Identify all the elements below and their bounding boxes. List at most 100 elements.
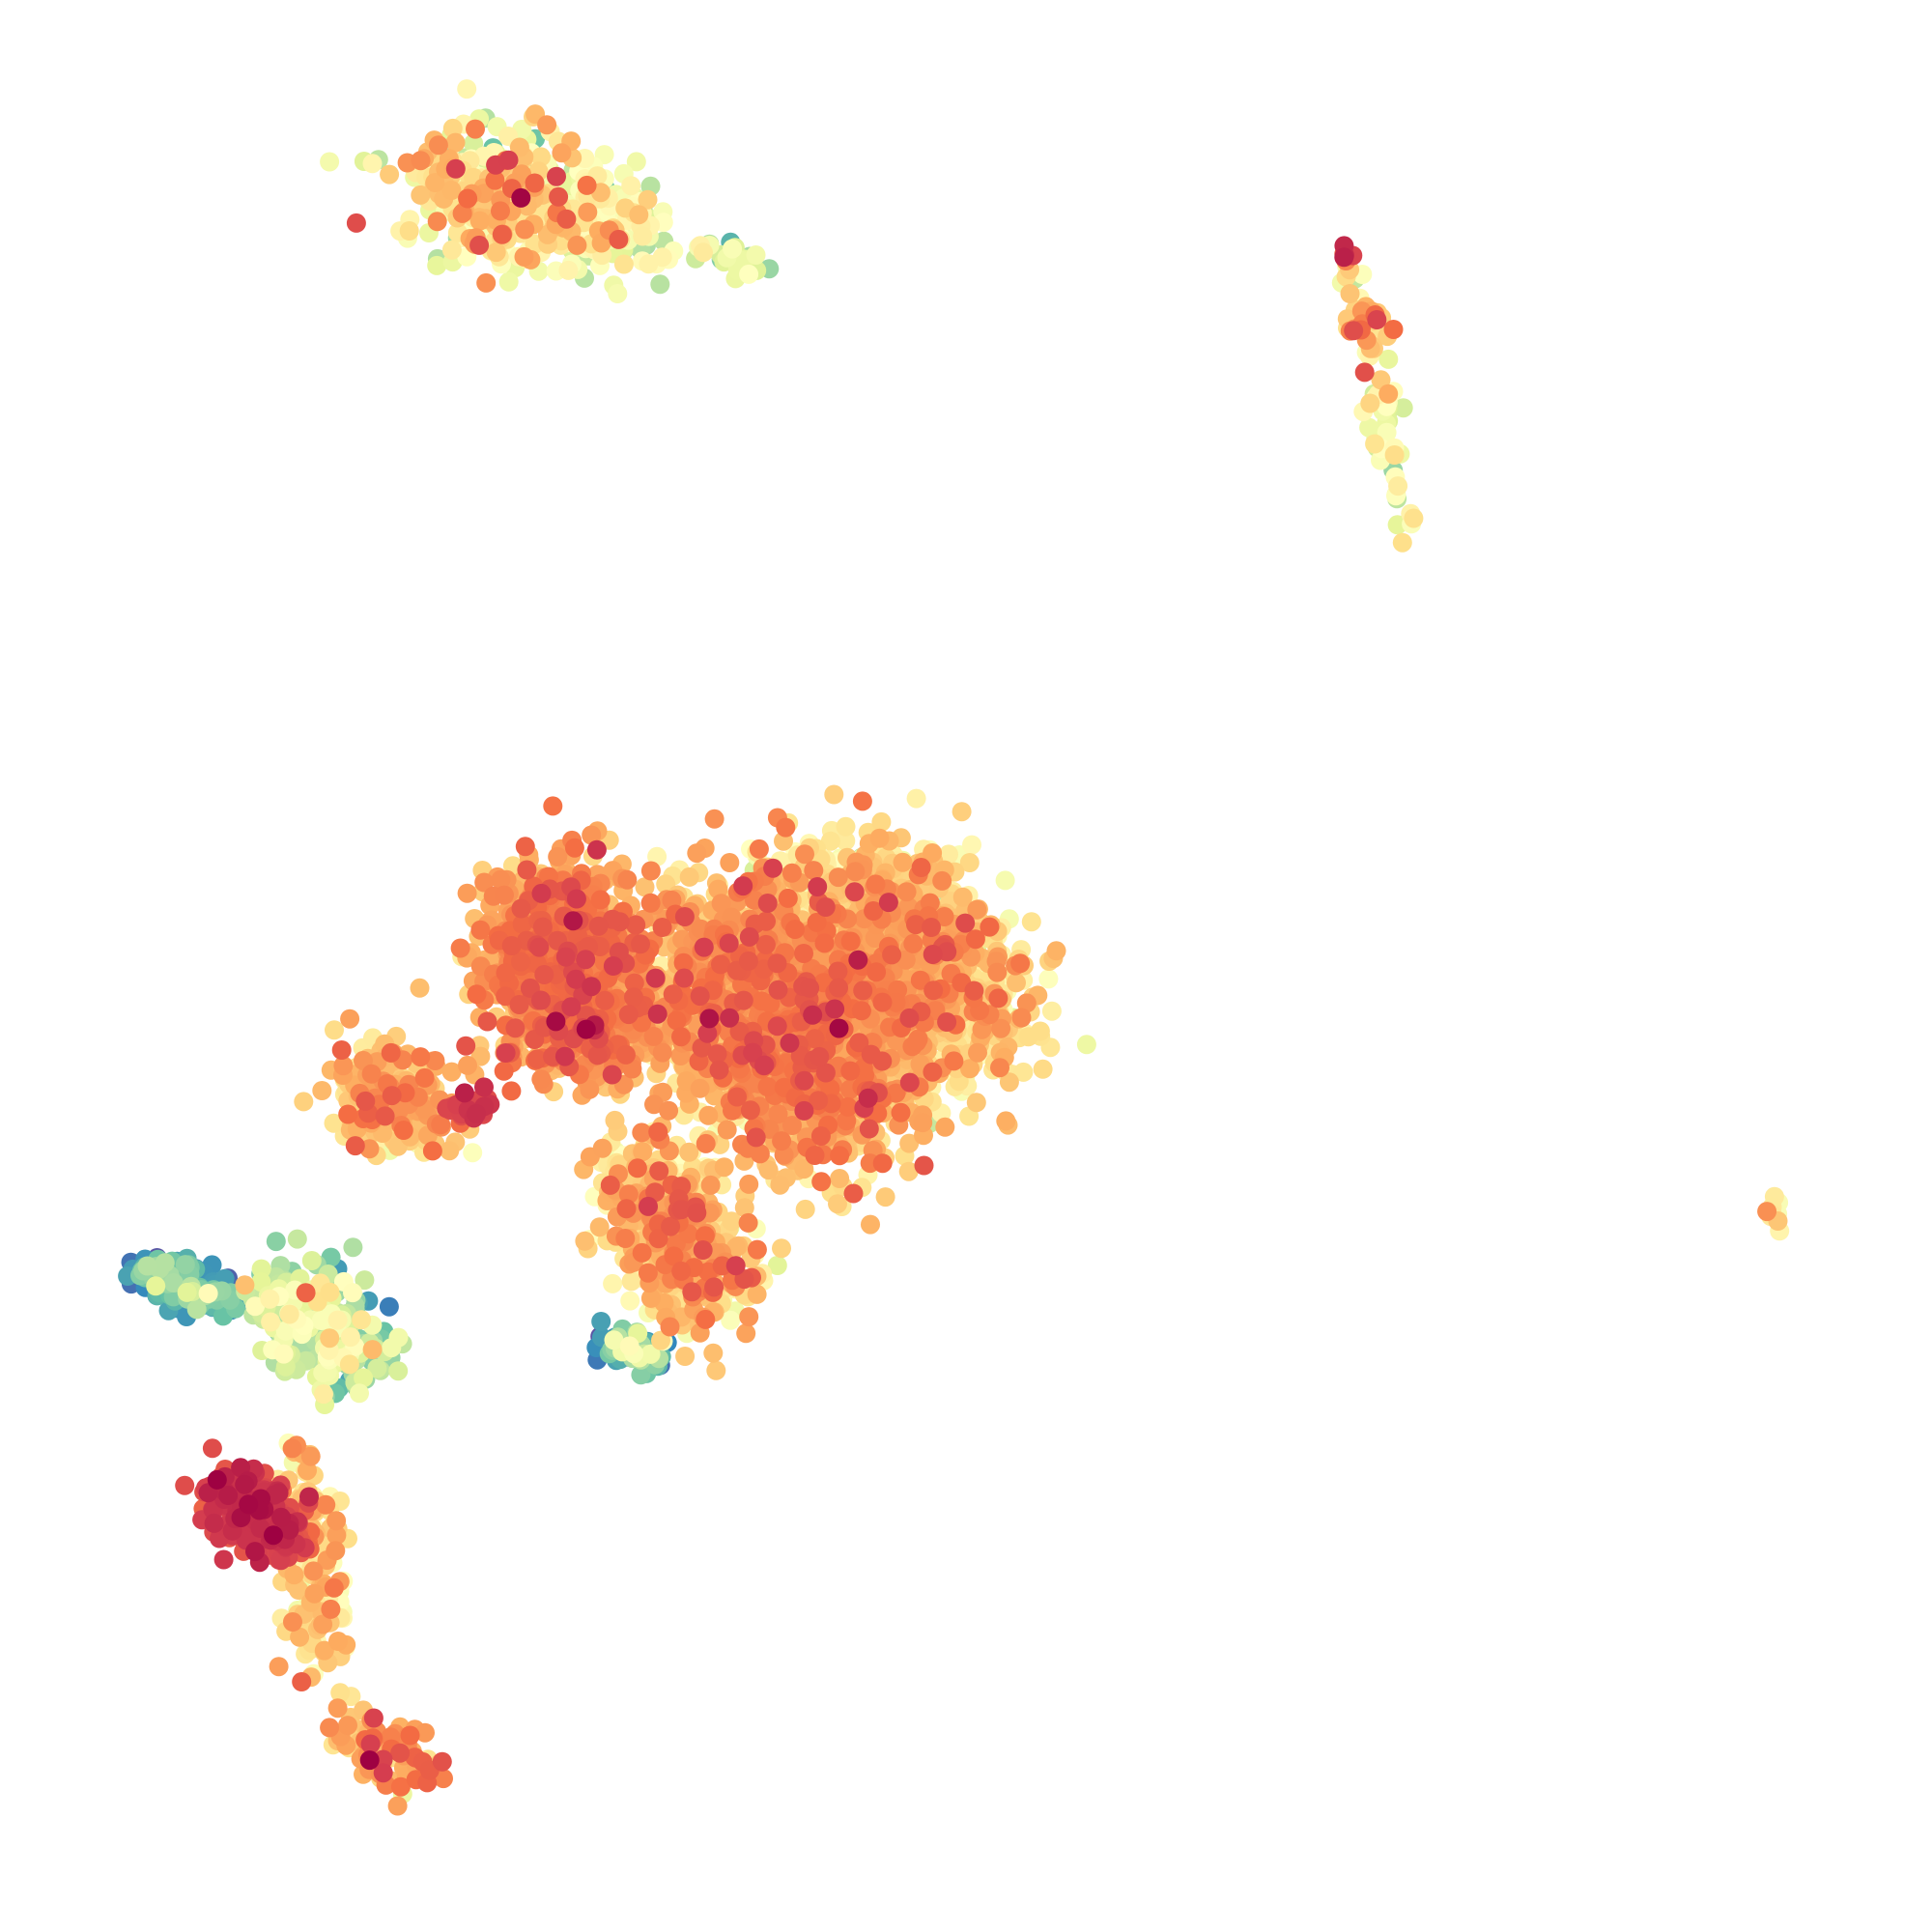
scatter-point xyxy=(425,173,445,192)
scatter-point xyxy=(301,1251,322,1270)
scatter-point xyxy=(795,1199,815,1219)
scatter-point xyxy=(899,1133,920,1153)
scatter-point xyxy=(620,1291,640,1311)
scatter-point xyxy=(1392,532,1412,553)
scatter-point xyxy=(638,189,658,210)
scatter-point xyxy=(605,1110,625,1130)
scatter-point xyxy=(626,152,646,172)
scatter-point xyxy=(758,1160,779,1180)
scatter-point xyxy=(639,254,659,274)
scatter-point xyxy=(531,147,551,167)
scatter-point xyxy=(960,1059,980,1079)
scatter-point xyxy=(629,205,649,225)
scatter-point xyxy=(739,264,759,284)
scatter-point xyxy=(279,1304,299,1324)
scatter-point xyxy=(362,154,383,174)
scatter-point xyxy=(1033,1059,1053,1079)
scatter-point xyxy=(906,788,926,809)
scatter-point xyxy=(723,239,743,259)
scatter-point xyxy=(427,255,447,275)
scatter-point xyxy=(284,1565,304,1585)
scatter-point xyxy=(635,877,655,897)
scatter-point xyxy=(703,1343,724,1363)
scatter-point xyxy=(824,784,844,805)
scatter-point xyxy=(1340,284,1360,303)
scatter-point xyxy=(320,1328,340,1349)
scatter-point xyxy=(325,1020,344,1040)
scatter-point xyxy=(621,1271,641,1292)
scatter-point xyxy=(441,1062,462,1082)
scatter-point xyxy=(260,1289,280,1309)
scatter-point xyxy=(388,1361,409,1381)
scatter-point xyxy=(966,1093,986,1113)
scatter-point xyxy=(820,831,840,851)
scatter-point xyxy=(633,226,653,246)
scatter-point xyxy=(1384,445,1405,465)
scatter-point xyxy=(330,1683,351,1703)
scatter-point xyxy=(613,254,634,274)
scatter-point xyxy=(746,245,766,265)
scatter-point xyxy=(722,1211,742,1232)
scatter-point xyxy=(399,221,419,241)
scatter-point xyxy=(340,1327,360,1348)
scatter-point xyxy=(327,1310,348,1330)
scatter-point xyxy=(320,1282,340,1302)
scatter-point xyxy=(604,1330,624,1350)
scatter-point xyxy=(861,1214,880,1235)
scatter-point xyxy=(294,1092,314,1112)
scatter-point xyxy=(767,1256,787,1275)
scatter-point xyxy=(290,1627,310,1647)
scatter-point xyxy=(1046,941,1066,961)
scatter-point xyxy=(266,1232,286,1252)
scatter-point xyxy=(1030,1021,1050,1041)
scatter-point xyxy=(287,1229,307,1249)
scatter-point xyxy=(320,152,340,172)
scatter-point xyxy=(830,1169,850,1188)
scatter-point xyxy=(177,1282,197,1302)
scatter-point xyxy=(1021,912,1041,932)
scatter-point xyxy=(350,1383,369,1404)
scatter-point xyxy=(469,211,490,231)
scatter-point xyxy=(747,1284,767,1304)
scatter-point xyxy=(619,1336,639,1356)
scatter-point xyxy=(640,1344,661,1364)
scatter-point xyxy=(311,1311,331,1330)
scatter-point xyxy=(633,1142,653,1162)
scatter-point xyxy=(163,1273,184,1293)
scatter-point xyxy=(996,1111,1016,1131)
scatter-point xyxy=(324,1113,344,1133)
scatter-point xyxy=(498,271,519,292)
scatter-point xyxy=(441,181,462,200)
scatter-point xyxy=(463,1143,483,1163)
scatter-point xyxy=(441,240,462,260)
scatter-point xyxy=(379,1296,399,1317)
scatter-point xyxy=(321,1247,341,1267)
scatter-point xyxy=(314,1640,334,1661)
scatter-point xyxy=(1378,349,1399,369)
scatter-point xyxy=(175,1255,195,1275)
scatter-point xyxy=(558,260,579,280)
scatter-point xyxy=(380,164,400,185)
scatter-point xyxy=(445,132,466,153)
scatter-point xyxy=(440,1141,460,1161)
scatter-point xyxy=(959,853,980,872)
scatter-point xyxy=(962,835,981,855)
scatter-point xyxy=(772,1238,791,1259)
scatter-point xyxy=(734,1198,754,1218)
scatter-point xyxy=(675,1347,696,1366)
scatter-point xyxy=(721,1310,741,1330)
scatter-point xyxy=(509,137,529,157)
scatter-point xyxy=(836,816,856,837)
scatter-point xyxy=(486,242,506,263)
scatter-point xyxy=(1038,969,1059,989)
scatter-point xyxy=(995,870,1015,891)
scatter-point xyxy=(137,1256,157,1276)
scatter-point xyxy=(828,1194,847,1214)
scatter-point xyxy=(650,274,670,295)
scatter-point xyxy=(999,1072,1019,1093)
scatter-point xyxy=(694,242,713,263)
scatter-point xyxy=(714,1157,734,1178)
scatter-point xyxy=(352,1310,372,1330)
scatter-point xyxy=(603,1273,623,1293)
